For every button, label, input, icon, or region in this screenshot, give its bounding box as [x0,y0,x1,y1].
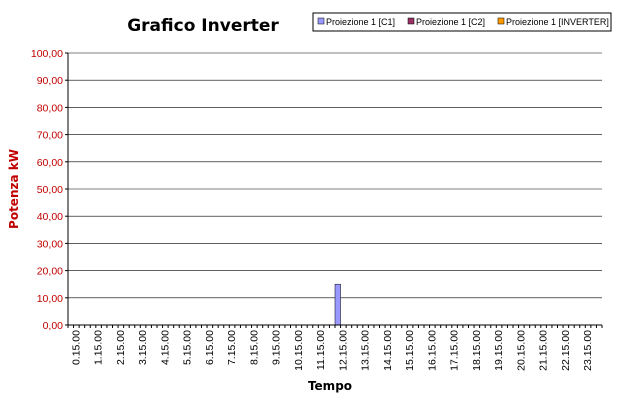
legend-swatch-inverter [497,17,505,25]
y-tick-label: 30,00 [37,238,63,250]
y-tick-label: 90,00 [37,75,63,87]
x-tick-label: 5.15.00 [182,330,194,365]
y-tick-label: 70,00 [37,130,63,142]
bar-c1 [334,283,341,326]
x-tick-label: 4.15.00 [159,330,171,365]
legend-swatch-c2 [407,17,415,25]
x-tick-label: 11.15.00 [315,330,327,370]
x-tick-label: 22.15.00 [560,330,572,371]
legend-label-c2: Proiezione 1 [C2] [416,17,485,27]
legend-frame [312,12,612,32]
x-tick-label: 12.15.00 [337,330,349,371]
x-tick-label: 3.15.00 [137,330,149,365]
y-tick-label: 80,00 [37,102,63,114]
x-tick-label: 6.15.00 [204,330,216,365]
x-tick-label: 9.15.00 [271,330,283,365]
x-axis-title: Tempo [308,379,352,393]
legend-label-c1: Proiezione 1 [C1] [326,17,395,27]
x-tick-label: 10.15.00 [293,330,305,371]
legend-label-inverter: Proiezione 1 [INVERTER] [506,17,609,27]
x-tick-label: 21.15.00 [538,330,550,371]
legend: Proiezione 1 [C1] Proiezione 1 [C2] Proi… [312,12,612,32]
x-tick-label: 2.15.00 [115,330,127,365]
y-tick-label: 40,00 [37,211,63,223]
y-tick-label: 0,00 [43,320,64,332]
y-tick-label: 100,00 [31,48,63,60]
y-tick-label: 60,00 [37,157,63,169]
y-tick-label: 10,00 [37,293,63,305]
x-tick-label: 0.15.00 [70,330,82,365]
y-tick-label: 20,00 [37,266,63,278]
y-tick-label: 50,00 [37,184,63,196]
x-tick-label: 18.15.00 [471,330,483,371]
x-tick-label: 1.15.00 [93,330,105,365]
grid-lines [68,52,602,299]
x-tick-label: 20.15.00 [515,330,527,371]
x-tick-label: 14.15.00 [382,330,394,371]
y-axis-title: Potenza kW [7,149,21,229]
x-tick-label: 16.15.00 [426,330,438,371]
x-axis-tick-labels: 0.15.00 1.15.00 2.15.00 3.15.00 4.15.00 5.15.… [67,325,603,371]
x-tick-label: 23.15.00 [582,330,594,371]
y-axis-tick-labels: 0,00 10,00 20,00 30,00 40,00 50,00 60,00 70,00 8… [31,48,68,332]
chart-title: Grafico Inverter [127,16,279,36]
x-tick-label: 8.15.00 [248,330,260,365]
legend-swatch-c1 [317,17,325,25]
x-tick-label: 19.15.00 [493,330,505,371]
x-tick-label: 13.15.00 [360,330,372,371]
x-tick-label: 7.15.00 [226,330,238,365]
x-tick-label: 17.15.00 [449,330,461,371]
bars [334,283,341,326]
x-tick-label: 15.15.00 [404,330,416,371]
